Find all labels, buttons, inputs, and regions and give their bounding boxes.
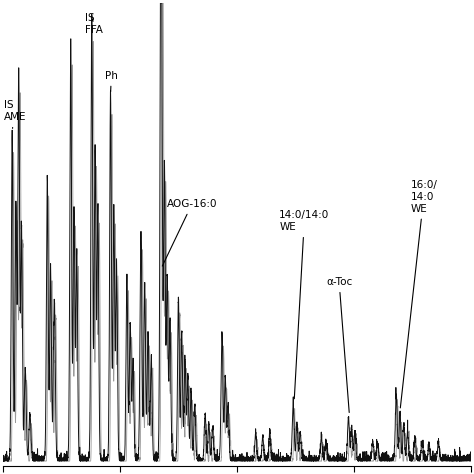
Text: IS
FFA: IS FFA xyxy=(85,13,103,35)
Text: 14:0/14:0
WE: 14:0/14:0 WE xyxy=(279,210,329,399)
Text: α-Toc: α-Toc xyxy=(326,277,352,412)
Text: Ph: Ph xyxy=(105,71,118,91)
Text: IS
AME: IS AME xyxy=(4,100,26,128)
Text: AOG-16:0: AOG-16:0 xyxy=(162,199,217,266)
Text: 16:0/
14:0
WE: 16:0/ 14:0 WE xyxy=(401,181,437,408)
